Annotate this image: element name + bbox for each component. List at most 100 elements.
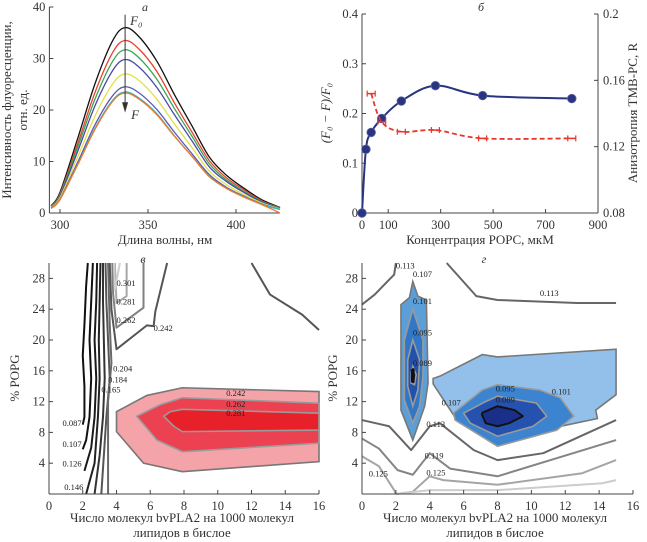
contour-label: 0.107 bbox=[63, 439, 82, 449]
panel-2: 0 100 300 500 700 900 0 0.1 0.2 0.3 0.4 0.08 0.12 0.1… bbox=[318, 0, 640, 247]
y-tick-label: 20 bbox=[346, 333, 359, 347]
contour-line bbox=[107, 262, 113, 494]
panel-3: 0.3010.2810.2620.2420.2040.1840.1650.087… bbox=[7, 252, 325, 540]
x-tick-label: 16 bbox=[627, 499, 640, 513]
y-tick-label: 40 bbox=[33, 0, 46, 14]
x-tick-label: 8 bbox=[494, 499, 500, 513]
y-tick-label: 12 bbox=[346, 395, 359, 409]
y-axis-label: отн. ед. bbox=[15, 90, 30, 131]
contour-label: 0.125 bbox=[369, 468, 388, 478]
quenching-point bbox=[357, 208, 367, 218]
contour-line bbox=[361, 455, 397, 495]
contour-line bbox=[445, 262, 617, 305]
spectrum-line-1 bbox=[50, 26, 281, 208]
y-tick-label: 20 bbox=[33, 333, 46, 347]
contour-label: 0.101 bbox=[413, 296, 432, 306]
quenching-point bbox=[567, 93, 577, 104]
contour-line bbox=[112, 262, 121, 291]
contour-line bbox=[81, 262, 94, 450]
y-tick-label: 16 bbox=[33, 364, 46, 378]
y-right-axis-label: Анизотропия TMB-PC, R bbox=[625, 43, 640, 184]
x-tick-label: 12 bbox=[245, 499, 258, 513]
contour-label: 0.113 bbox=[540, 288, 559, 298]
y-tick-label: 0.3 bbox=[342, 57, 358, 71]
contour-label: 0.125 bbox=[426, 468, 445, 478]
panel-label: г bbox=[482, 252, 487, 266]
contour-line bbox=[111, 262, 145, 329]
y-tick-label: 8 bbox=[39, 425, 45, 439]
x-axis-label: Число молекул bvPLA2 на 1000 молекул bbox=[383, 510, 607, 525]
arrow-head-icon bbox=[122, 102, 129, 113]
contour-fill-region bbox=[162, 408, 320, 433]
y-tick-label: 20 bbox=[33, 103, 46, 117]
arrow-end-label: F bbox=[130, 107, 140, 122]
x-axis-label: липидов в бислое bbox=[446, 525, 544, 540]
spectrum-line-5 bbox=[50, 73, 281, 210]
y-right-tick-label: 0.16 bbox=[603, 73, 625, 87]
contour-label: 0.095 bbox=[413, 327, 432, 337]
x-axis-label: Длина волны, нм bbox=[118, 232, 213, 247]
contour-label: 0.107 bbox=[413, 269, 432, 279]
x-tick-label: 14 bbox=[593, 499, 606, 513]
y-axis-label: % POPG bbox=[325, 354, 340, 401]
spectrum-line-4 bbox=[50, 58, 281, 209]
x-tick-label: 0 bbox=[359, 499, 365, 513]
x-tick-label: 2 bbox=[80, 499, 86, 513]
x-tick-label: 300 bbox=[431, 218, 450, 232]
contour-label: 0.204 bbox=[113, 364, 133, 374]
contour-label: 0.242 bbox=[154, 323, 173, 333]
panel-label: в bbox=[140, 252, 145, 266]
contour-line bbox=[100, 262, 111, 495]
quenching-point bbox=[366, 127, 376, 138]
y-tick-label: 0.4 bbox=[342, 7, 358, 21]
contour-label: 0.089 bbox=[496, 394, 515, 404]
contour-label: 0.087 bbox=[63, 418, 82, 428]
x-tick-label: 500 bbox=[484, 218, 503, 232]
quenching-line bbox=[361, 84, 572, 214]
y-tick-label: 12 bbox=[33, 395, 46, 409]
contour-label: 0.107 bbox=[442, 397, 461, 407]
contour-line bbox=[480, 405, 524, 428]
contour-line bbox=[83, 262, 99, 472]
x-axis-label: липидов в бислое bbox=[133, 525, 231, 540]
y-right-tick-label: 0.12 bbox=[603, 140, 625, 154]
contour-label: 0.262 bbox=[117, 315, 136, 325]
anisotropy-line bbox=[370, 93, 572, 140]
x-tick-label: 700 bbox=[536, 218, 555, 232]
panel-label: б bbox=[478, 0, 485, 14]
contour-label: 0.146 bbox=[64, 482, 83, 492]
contour-label: 0.113 bbox=[396, 260, 415, 270]
y-right-tick-label: 0.2 bbox=[603, 7, 619, 21]
quenching-point bbox=[361, 144, 371, 155]
quenching-point bbox=[430, 80, 441, 91]
y-axis-label: Интенсивность флуоресценции, bbox=[0, 21, 14, 198]
x-tick-label: 900 bbox=[589, 218, 608, 232]
panel-label: а bbox=[142, 0, 148, 14]
arrow-start-label: F₀ bbox=[129, 13, 142, 28]
contour-line bbox=[361, 419, 617, 462]
contour-label: 0.262 bbox=[226, 399, 245, 409]
contour-label: 0.095 bbox=[496, 384, 515, 394]
y-tick-label: 28 bbox=[346, 271, 359, 285]
y-tick-label: 24 bbox=[346, 302, 359, 316]
y-tick-label: 8 bbox=[352, 425, 358, 439]
contour-label: 0.281 bbox=[117, 297, 136, 307]
y-tick-label: 4 bbox=[39, 456, 46, 470]
contour-label: 0.113 bbox=[426, 419, 445, 429]
y-axis-label: (F₀ − F)/F₀ bbox=[318, 83, 333, 143]
x-tick-label: 4 bbox=[427, 499, 434, 513]
x-tick-label: 12 bbox=[559, 499, 572, 513]
x-tick-label: 350 bbox=[139, 218, 158, 232]
y-tick-label: 4 bbox=[352, 456, 359, 470]
y-tick-label: 0.1 bbox=[342, 156, 358, 170]
contour-line bbox=[410, 368, 415, 383]
x-tick-label: 2 bbox=[393, 499, 399, 513]
contour-label: 0.165 bbox=[101, 384, 120, 394]
x-tick-label: 100 bbox=[379, 218, 398, 232]
y-axis-label: % POPG bbox=[7, 354, 22, 401]
x-tick-label: 0 bbox=[359, 218, 365, 232]
x-tick-label: 300 bbox=[51, 218, 70, 232]
contour-line bbox=[361, 262, 397, 306]
quenching-point bbox=[477, 90, 488, 101]
contour-line bbox=[85, 262, 102, 495]
